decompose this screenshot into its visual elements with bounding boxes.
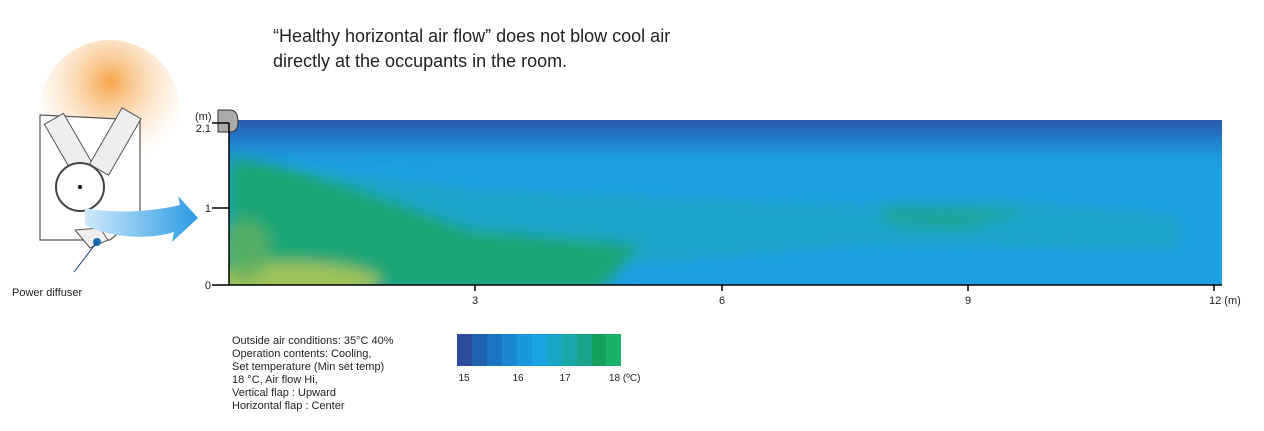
x-tick-label: 6 (719, 295, 725, 307)
condition-line: Operation contents: Cooling, (232, 348, 371, 360)
ac-unit (40, 40, 198, 272)
y-tick-label: 0 (205, 280, 211, 292)
x-tick-label: 3 (472, 295, 478, 307)
condition-line: Vertical flap : Upward (232, 387, 336, 399)
callout-label: Power diffuser (12, 287, 82, 299)
condition-line: Horizontal flap : Center (232, 400, 345, 412)
y-unit: (m) (195, 111, 212, 123)
scale-label: 17 (559, 373, 571, 384)
conditions: Outside air conditions: 35°C 40% Operati… (232, 335, 394, 412)
scale-label: 15 (458, 373, 470, 384)
scale-label: 16 (512, 373, 524, 384)
x-tick-label: 9 (965, 295, 971, 307)
figure: “Healthy horizontal air flow” does not b… (0, 0, 1264, 431)
temperature-map (200, 118, 1222, 302)
color-scale (457, 334, 621, 366)
y-tick-label: 2.1 (196, 123, 211, 135)
condition-line: Set temperature (Min set temp) (232, 361, 384, 373)
x-tick-label: 12 (m) (1209, 295, 1241, 307)
condition-line: Outside air conditions: 35°C 40% (232, 335, 394, 347)
title-line: “Healthy horizontal air flow” does not b… (273, 26, 670, 46)
condition-line: 18 °C, Air flow Hi, (232, 374, 318, 386)
title-line: directly at the occupants in the room. (273, 51, 567, 71)
ac-icon (218, 110, 238, 132)
scale-label: 18 (ºC) (609, 373, 640, 384)
y-tick-label: 1 (205, 203, 211, 215)
